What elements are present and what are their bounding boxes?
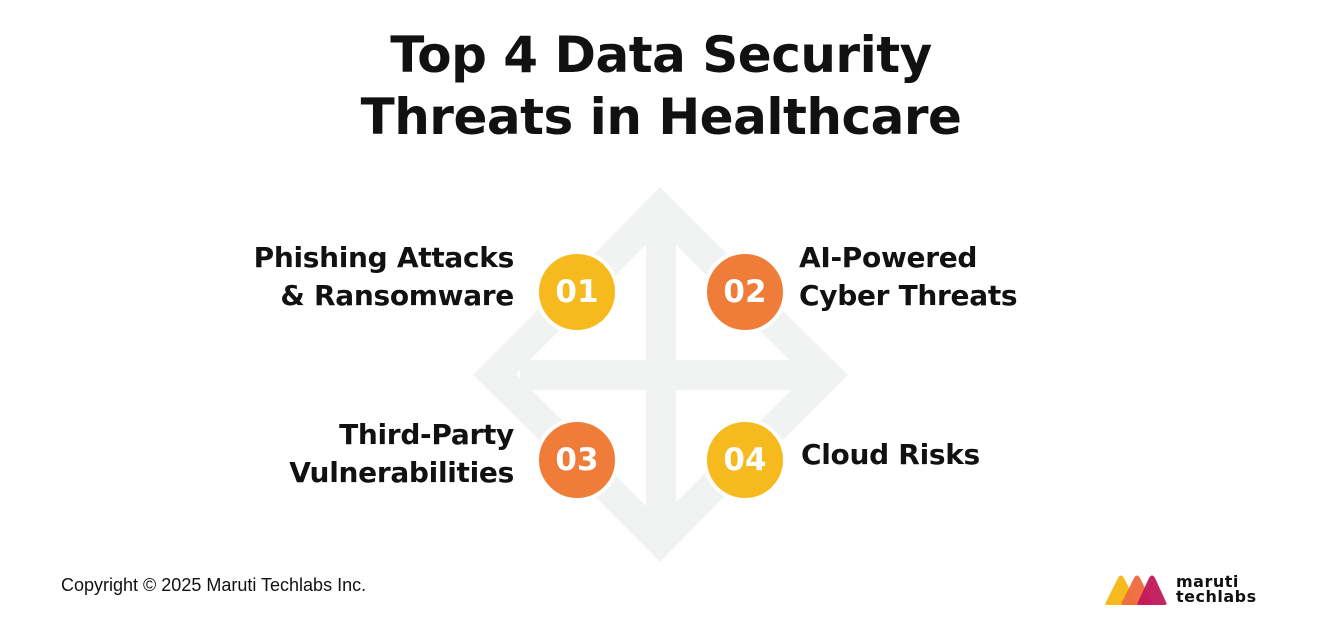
cross-horizontal-bar (520, 360, 804, 390)
logo-line-2: techlabs (1176, 587, 1257, 606)
badge-number: 03 (555, 442, 599, 478)
threat-label-line: Third-Party (339, 418, 514, 451)
threat-label-line: Phishing Attacks (253, 241, 515, 274)
threat-label-04: Cloud Risks (801, 436, 980, 474)
badge-number: 02 (723, 274, 767, 310)
badge-number: 04 (723, 442, 767, 478)
threat-label-02: AI-Powered Cyber Threats (799, 239, 1018, 315)
title-line-2: Threats in Healthcare (360, 88, 962, 146)
page-title: Top 4 Data Security Threats in Healthcar… (0, 24, 1322, 148)
threat-label-03: Third-Party Vulnerabilities (289, 416, 514, 492)
logo-wordmark: maruti techlabs (1176, 572, 1257, 606)
title-line-1: Top 4 Data Security (390, 26, 932, 84)
threat-label-line: Cloud Risks (801, 438, 980, 471)
threat-label-line: Cyber Threats (799, 279, 1018, 312)
threat-label-line: Vulnerabilities (289, 456, 514, 489)
threat-label-line: & Ransomware (280, 279, 514, 312)
badge-03: 03 (535, 418, 619, 502)
copyright-text: Copyright © 2025 Maruti Techlabs Inc. (61, 575, 367, 595)
logo-mark-icon (1105, 575, 1167, 605)
threat-label-line: AI-Powered (799, 241, 978, 274)
badge-02: 02 (703, 250, 787, 334)
badge-04: 04 (703, 418, 787, 502)
badge-01: 01 (535, 250, 619, 334)
maruti-techlabs-logo: maruti techlabs (1104, 572, 1257, 606)
threat-label-01: Phishing Attacks & Ransomware (253, 239, 515, 315)
badge-number: 01 (555, 274, 599, 310)
logo-line-1: maruti (1176, 572, 1239, 591)
